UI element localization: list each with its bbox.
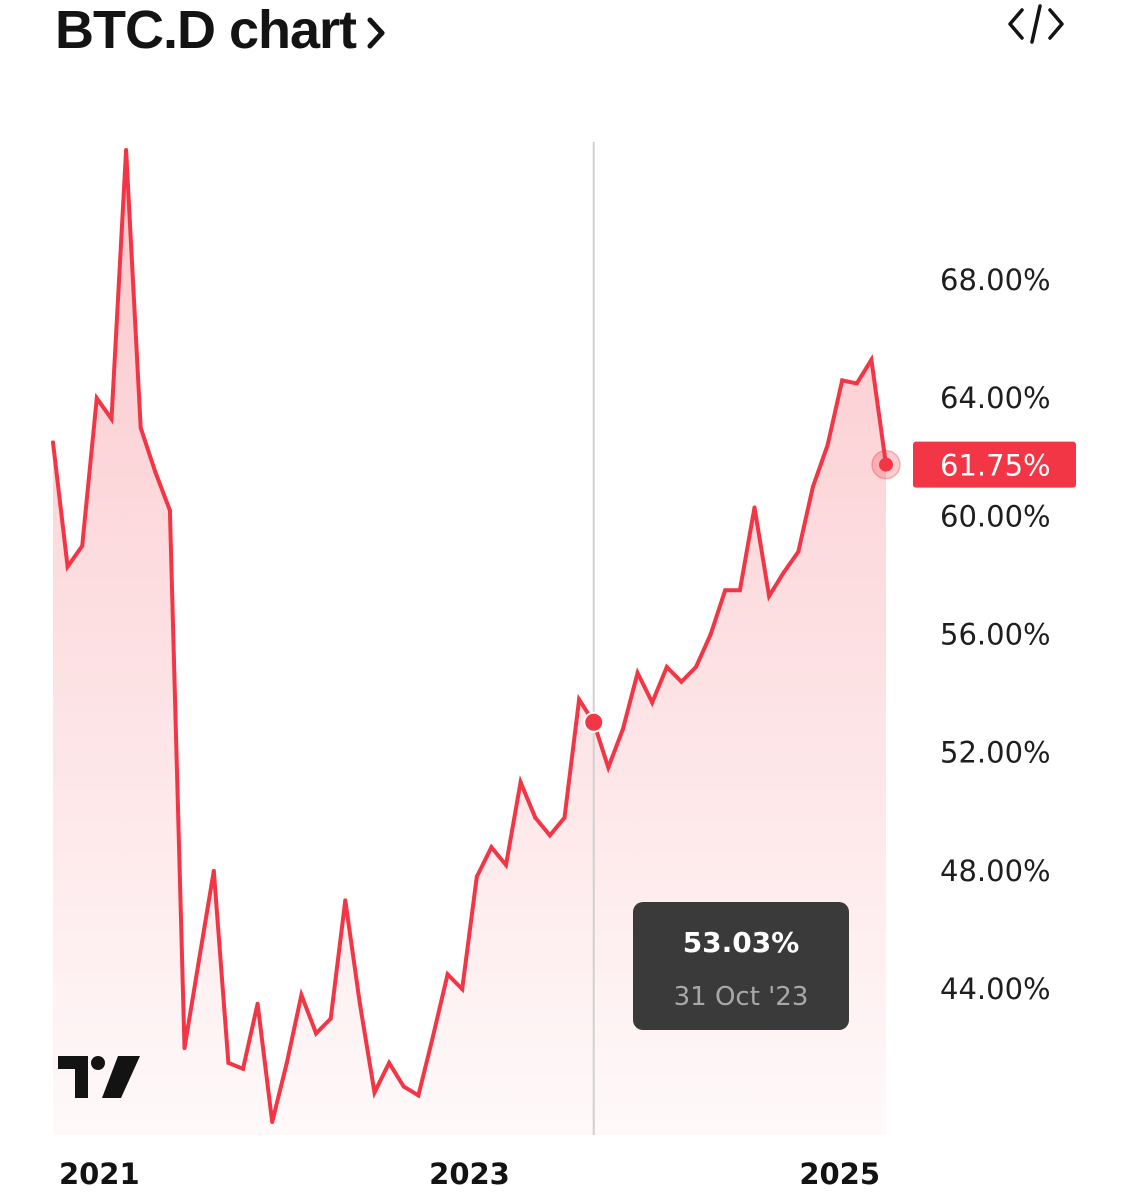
data-point xyxy=(182,1046,187,1051)
data-point xyxy=(474,874,479,879)
data-point xyxy=(314,1031,319,1036)
data-point xyxy=(650,700,655,705)
data-point xyxy=(241,1066,245,1071)
data-point xyxy=(854,381,859,386)
tradingview-logo xyxy=(58,1056,140,1098)
data-point xyxy=(372,1090,377,1095)
y-tick-label: 64.00% xyxy=(940,381,1051,415)
data-point xyxy=(211,868,216,873)
data-point xyxy=(460,987,465,992)
data-point xyxy=(401,1084,406,1089)
data-point xyxy=(124,148,129,152)
y-tick-label: 68.00% xyxy=(940,263,1051,297)
data-point xyxy=(489,845,494,850)
data-point xyxy=(270,1120,275,1124)
y-tick-label: 60.00% xyxy=(940,499,1051,533)
data-point xyxy=(737,588,742,593)
data-point xyxy=(796,549,801,554)
data-point xyxy=(138,425,143,430)
y-tick-label: 52.00% xyxy=(940,736,1051,770)
data-point xyxy=(664,665,669,669)
data-point xyxy=(679,679,684,684)
data-point xyxy=(65,564,70,569)
data-point xyxy=(635,670,640,675)
data-point xyxy=(767,594,772,599)
y-tick-label: 44.00% xyxy=(940,972,1051,1006)
data-point xyxy=(752,505,757,510)
last-point xyxy=(879,457,893,472)
data-point xyxy=(694,665,698,669)
code-embed-icon[interactable] xyxy=(1006,2,1066,46)
x-tick-label: 2025 xyxy=(799,1157,880,1191)
data-point xyxy=(94,396,99,401)
data-point xyxy=(51,440,55,445)
data-point xyxy=(620,727,625,732)
data-point xyxy=(343,898,348,903)
last-value-badge xyxy=(913,441,1076,488)
x-tick-label: 2021 xyxy=(59,1157,140,1191)
tooltip-date: 31 Oct '23 xyxy=(674,982,809,1012)
y-tick-label: 48.00% xyxy=(940,854,1051,888)
tooltip-box xyxy=(633,902,849,1030)
data-point xyxy=(708,632,713,637)
data-point xyxy=(284,1060,289,1065)
data-point xyxy=(606,765,611,770)
data-point xyxy=(197,957,202,962)
data-point xyxy=(416,1093,421,1098)
data-point xyxy=(869,357,874,362)
data-point xyxy=(328,1016,333,1021)
data-point xyxy=(781,570,786,575)
chart-title-link[interactable]: BTC.D chart xyxy=(55,0,388,60)
data-point xyxy=(533,815,538,820)
data-point xyxy=(387,1060,392,1065)
data-point xyxy=(547,833,552,838)
data-point xyxy=(562,815,567,820)
data-point xyxy=(518,780,523,785)
area-fill xyxy=(53,150,886,1135)
last-value-label: 61.75% xyxy=(940,449,1051,483)
series-line xyxy=(51,149,888,1123)
data-point xyxy=(840,378,845,383)
data-point xyxy=(504,863,508,867)
data-point xyxy=(167,508,172,513)
data-point xyxy=(445,972,450,977)
data-point xyxy=(299,993,304,997)
data-point xyxy=(723,588,728,593)
data-point xyxy=(357,1001,362,1006)
data-point xyxy=(109,416,114,421)
data-point xyxy=(153,470,158,474)
data-point xyxy=(226,1060,231,1065)
hover-point[interactable] xyxy=(583,711,605,733)
page-title: BTC.D chart xyxy=(55,0,357,60)
data-point xyxy=(255,1001,260,1006)
data-point xyxy=(577,697,582,702)
chevron-right-icon xyxy=(367,17,385,49)
y-tick-label: 56.00% xyxy=(940,618,1051,652)
x-tick-label: 2023 xyxy=(429,1157,510,1191)
data-point xyxy=(80,543,85,548)
tooltip-value: 53.03% xyxy=(683,926,800,959)
data-point xyxy=(825,443,830,448)
data-point xyxy=(810,484,815,489)
data-point xyxy=(431,1034,435,1039)
